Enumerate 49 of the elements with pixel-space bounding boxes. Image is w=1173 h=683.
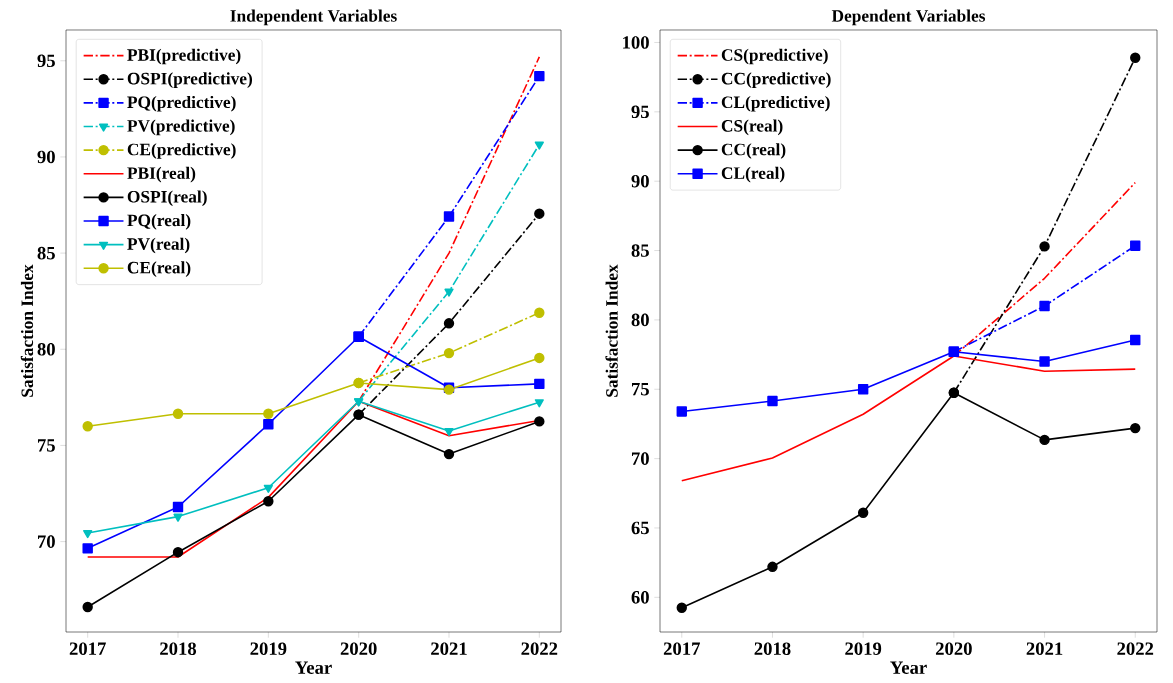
x-axis-title: Year	[890, 661, 927, 674]
y-tick-label: 85	[37, 246, 55, 260]
x-tick-label: 2020	[935, 642, 972, 656]
legend-label: OSPI(predictive)	[127, 72, 253, 88]
legend-label: CL(real)	[721, 166, 785, 183]
x-tick-label: 2021	[1026, 642, 1063, 656]
y-tick-label: 75	[632, 383, 649, 396]
legend-label: CL(predictive)	[721, 95, 830, 112]
legend-label: CS(predictive)	[721, 48, 828, 65]
y-tick-label: 90	[631, 174, 649, 188]
y-tick-label: 95	[37, 54, 55, 68]
y-tick-label: 80	[37, 342, 55, 356]
y-axis-title: Satisfaction Index	[605, 264, 618, 397]
y-tick-label: 70	[38, 535, 55, 548]
x-tick-label: 2019	[250, 642, 287, 656]
chart-title: Dependent Variables	[831, 9, 986, 26]
legend-label: CC(real)	[721, 143, 786, 159]
x-tick-label: 2019	[845, 642, 882, 656]
legend-label: PV(real)	[127, 237, 190, 254]
x-tick-label: 2017	[69, 642, 106, 656]
legend-label: CE(predictive)	[127, 143, 236, 159]
legend-label: PV(predictive)	[127, 119, 235, 136]
y-tick-label: 60	[631, 591, 649, 604]
x-axis-title: Year	[295, 661, 332, 674]
legend-label: PQ(real)	[127, 214, 191, 230]
legend-label: CS(real)	[721, 119, 783, 136]
x-tick-label: 2022	[521, 642, 558, 656]
y-tick-label: 75	[38, 439, 55, 452]
y-tick-label: 85	[631, 244, 649, 257]
x-tick-label: 2018	[754, 642, 791, 656]
y-tick-label: 100	[623, 36, 649, 49]
y-tick-label: 80	[631, 313, 649, 327]
y-tick-label: 70	[632, 452, 649, 465]
legend-label: OSPI(real)	[127, 190, 207, 207]
x-tick-label: 2017	[663, 642, 700, 656]
y-axis-title: Satisfaction Index	[20, 264, 34, 397]
y-tick-label: 90	[37, 150, 55, 164]
x-tick-label: 2018	[160, 642, 197, 656]
x-tick-label: 2020	[340, 642, 377, 656]
x-tick-label: 2022	[1117, 642, 1154, 656]
y-tick-label: 65	[631, 521, 649, 535]
chart-title: Independent Variables	[230, 9, 397, 26]
legend-label: PQ(predictive)	[127, 95, 236, 112]
legend-label: CC(predictive)	[721, 72, 831, 88]
legend-label: PBI(predictive)	[127, 48, 241, 65]
y-tick-label: 95	[631, 105, 649, 119]
legend-label: PBI(real)	[127, 166, 196, 183]
x-tick-label: 2021	[431, 642, 467, 656]
legend-label: CE(real)	[127, 261, 191, 277]
